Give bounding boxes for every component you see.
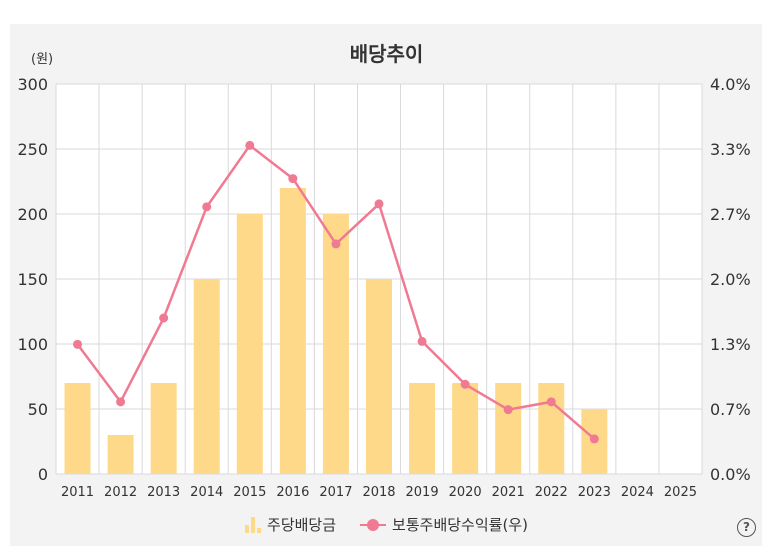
bar-2013 — [150, 383, 177, 474]
y-right-tick-label: 4.0% — [710, 75, 751, 94]
yield-point-2016 — [288, 174, 298, 184]
y-right-tick-label: 2.7% — [710, 205, 751, 224]
line-marker-icon — [360, 518, 387, 532]
bar-2017 — [322, 214, 349, 474]
yield-point-2014 — [202, 202, 212, 212]
x-tick-label: 2016 — [276, 485, 309, 500]
x-tick-label: 2023 — [578, 485, 611, 500]
y-left-tick-label: 150 — [17, 270, 48, 289]
x-tick-label: 2014 — [190, 485, 223, 500]
y-left-tick-label: 300 — [17, 75, 48, 94]
legend-item-bar[interactable]: 주당배당금 — [245, 514, 336, 535]
x-tick-label: 2012 — [104, 485, 137, 500]
bar-2016 — [279, 188, 306, 474]
yield-point-2017 — [331, 239, 341, 249]
y-left-tick-label: 0 — [38, 465, 48, 484]
legend: 주당배당금 보통주배당수익률(우) — [0, 514, 773, 535]
chart-title: 배당추이 — [349, 42, 424, 66]
x-tick-label: 2015 — [233, 485, 266, 500]
x-tick-label: 2022 — [535, 485, 568, 500]
yield-point-2015 — [245, 140, 255, 150]
yield-point-2020 — [460, 379, 470, 389]
y-right-tick-label: 0.7% — [710, 400, 751, 419]
bar-2022 — [538, 383, 565, 474]
y-right-tick-label: 0.0% — [710, 465, 751, 484]
bar-2012 — [107, 435, 134, 474]
y-axis-unit: (원) — [31, 52, 54, 67]
bar-2015 — [236, 214, 263, 474]
yield-point-2021 — [503, 405, 513, 415]
yield-point-2022 — [546, 397, 556, 407]
bar-2018 — [366, 279, 392, 474]
bar-2014 — [193, 279, 220, 474]
bar-2021 — [495, 383, 522, 474]
y-right-tick-label: 1.3% — [710, 335, 751, 354]
legend-item-line[interactable]: 보통주배당수익률(우) — [360, 514, 528, 535]
bar-2019 — [409, 383, 436, 474]
yield-point-2018 — [374, 199, 384, 209]
y-left-tick-label: 250 — [17, 140, 48, 159]
legend-label-bar: 주당배당금 — [267, 516, 337, 534]
yield-point-2012 — [116, 397, 126, 407]
bar-2020 — [452, 383, 479, 474]
yield-point-2013 — [159, 313, 169, 323]
x-tick-label: 2011 — [61, 485, 94, 500]
legend-label-line: 보통주배당수익률(우) — [392, 516, 528, 534]
y-left-tick-label: 100 — [17, 335, 48, 354]
x-tick-label: 2019 — [406, 485, 439, 500]
x-tick-label: 2013 — [147, 485, 180, 500]
y-left-tick-label: 50 — [28, 400, 48, 419]
y-right-tick-label: 2.0% — [710, 270, 751, 289]
bar-2011 — [64, 383, 91, 474]
x-tick-label: 2020 — [449, 485, 482, 500]
y-left-tick-label: 200 — [17, 205, 48, 224]
y-right-tick-label: 3.3% — [710, 140, 751, 159]
x-tick-label: 2025 — [664, 485, 697, 500]
yield-point-2023 — [589, 434, 599, 444]
x-tick-label: 2024 — [621, 485, 654, 500]
x-tick-label: 2017 — [319, 485, 352, 500]
help-icon[interactable]: ? — [737, 518, 756, 537]
x-tick-label: 2018 — [362, 485, 395, 500]
yield-point-2019 — [417, 336, 427, 346]
yield-point-2011 — [73, 339, 83, 349]
x-tick-label: 2021 — [492, 485, 525, 500]
bar-chart-icon — [245, 516, 262, 533]
